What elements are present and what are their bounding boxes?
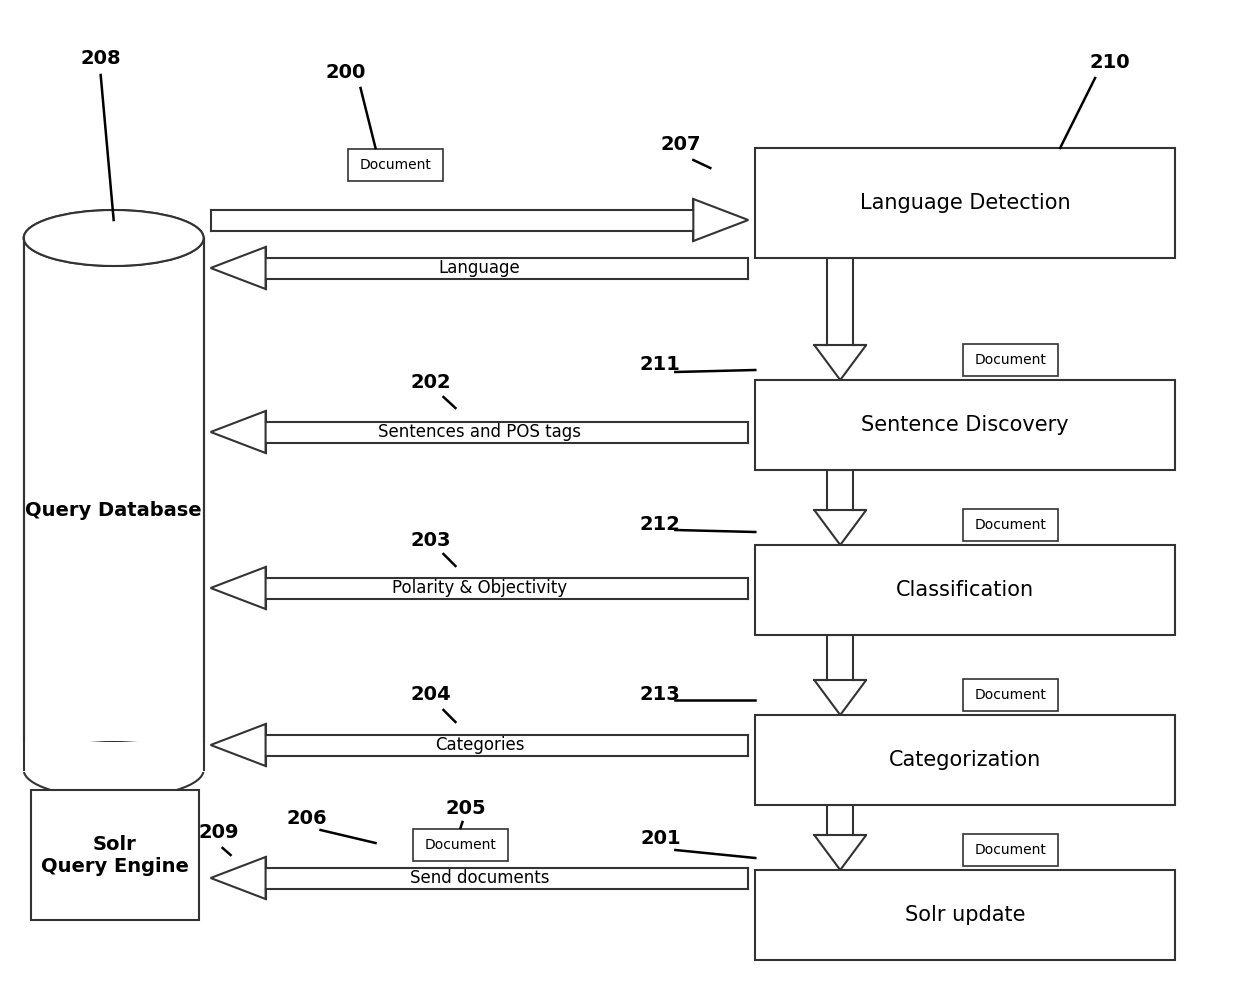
Ellipse shape — [24, 742, 203, 798]
Bar — [265, 868, 748, 888]
Text: Document: Document — [975, 843, 1047, 857]
Ellipse shape — [24, 210, 203, 266]
Text: 211: 211 — [640, 356, 681, 375]
Text: 209: 209 — [198, 823, 239, 842]
Bar — [755, 715, 1176, 805]
Bar — [755, 545, 1176, 635]
Polygon shape — [211, 247, 265, 289]
Text: 202: 202 — [410, 373, 451, 391]
Bar — [31, 790, 198, 920]
Bar — [755, 380, 1176, 470]
Polygon shape — [693, 199, 748, 241]
Text: Send documents: Send documents — [409, 869, 549, 887]
Text: Document: Document — [975, 688, 1047, 702]
Bar — [827, 805, 853, 835]
Text: 205: 205 — [445, 799, 486, 817]
Text: Language: Language — [439, 259, 521, 277]
Bar — [962, 834, 1058, 866]
Text: Language Detection: Language Detection — [859, 193, 1070, 213]
Polygon shape — [815, 680, 867, 715]
Bar — [265, 421, 748, 443]
Polygon shape — [815, 835, 867, 870]
Text: Document: Document — [975, 518, 1047, 532]
Polygon shape — [815, 345, 867, 380]
Text: Categories: Categories — [435, 736, 525, 754]
Text: Polarity & Objectivity: Polarity & Objectivity — [392, 579, 567, 597]
Bar — [827, 635, 853, 680]
Bar — [827, 258, 853, 345]
Polygon shape — [211, 724, 265, 766]
Text: 201: 201 — [640, 828, 681, 848]
Text: Solr
Query Engine: Solr Query Engine — [41, 834, 188, 876]
Text: Sentence Discovery: Sentence Discovery — [862, 415, 1069, 435]
Text: 200: 200 — [325, 62, 366, 82]
Bar — [755, 870, 1176, 960]
Polygon shape — [815, 510, 867, 545]
Bar — [348, 149, 443, 181]
Text: 213: 213 — [640, 685, 681, 705]
Bar — [962, 344, 1058, 376]
Text: 206: 206 — [286, 809, 327, 827]
Bar — [265, 257, 748, 278]
Bar — [265, 735, 748, 755]
Text: Document: Document — [975, 353, 1047, 367]
Bar — [413, 829, 508, 861]
Polygon shape — [211, 857, 265, 899]
Bar — [211, 209, 693, 231]
Bar — [265, 578, 748, 599]
Text: 210: 210 — [1090, 52, 1131, 72]
Text: Document: Document — [424, 838, 496, 852]
Text: Query Database: Query Database — [25, 501, 202, 520]
Text: Sentences and POS tags: Sentences and POS tags — [378, 423, 582, 441]
Bar — [962, 509, 1058, 541]
Bar — [827, 470, 853, 510]
Ellipse shape — [24, 210, 203, 266]
Polygon shape — [211, 567, 265, 609]
Text: 212: 212 — [640, 516, 681, 534]
Text: Categorization: Categorization — [889, 750, 1042, 770]
Bar — [755, 148, 1176, 258]
Text: 207: 207 — [660, 135, 701, 155]
Text: 208: 208 — [81, 48, 122, 67]
Text: 203: 203 — [410, 530, 450, 549]
Bar — [24, 238, 203, 770]
Bar — [962, 679, 1058, 711]
Bar — [22, 742, 206, 772]
Text: Classification: Classification — [897, 580, 1034, 600]
Text: Document: Document — [360, 158, 432, 172]
Polygon shape — [211, 411, 265, 453]
Text: 204: 204 — [410, 685, 451, 705]
Text: Solr update: Solr update — [905, 905, 1025, 925]
